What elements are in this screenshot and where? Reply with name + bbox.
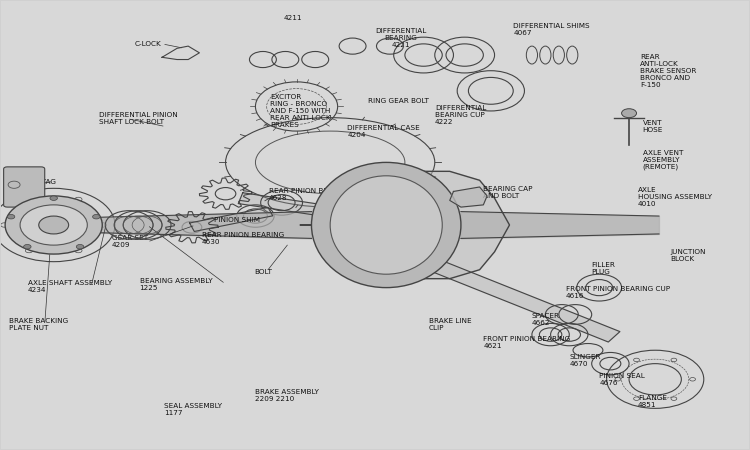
Polygon shape: [384, 242, 620, 342]
Text: DIFFERENTIAL PINION
SHAFT LOCK BOLT: DIFFERENTIAL PINION SHAFT LOCK BOLT: [98, 112, 177, 125]
Polygon shape: [190, 207, 273, 231]
Circle shape: [50, 196, 58, 200]
Text: SPACER
4662: SPACER 4662: [532, 313, 560, 326]
FancyBboxPatch shape: [4, 167, 45, 207]
Text: VENT
HOSE: VENT HOSE: [643, 120, 663, 133]
Text: DIFFERENTIAL
BEARING
4221: DIFFERENTIAL BEARING 4221: [376, 28, 427, 48]
Polygon shape: [238, 193, 362, 221]
Text: FRONT PINION BEARING
4621: FRONT PINION BEARING 4621: [483, 336, 571, 349]
Text: C-LOCK: C-LOCK: [134, 41, 161, 47]
Text: FLANGE
4851: FLANGE 4851: [638, 395, 667, 408]
Text: PINION SHIM: PINION SHIM: [214, 216, 260, 223]
Text: DIFFERENTIAL CASE
4204: DIFFERENTIAL CASE 4204: [347, 125, 420, 138]
Circle shape: [39, 216, 69, 234]
Ellipse shape: [330, 176, 442, 274]
Text: EXCITOR
RING - BRONCO
AND F-150 WITH
REAR ANTI-LOCK
BRAKES: EXCITOR RING - BRONCO AND F-150 WITH REA…: [271, 94, 331, 128]
Text: BEARING CAP
AND BOLT: BEARING CAP AND BOLT: [483, 186, 532, 199]
Polygon shape: [300, 171, 509, 279]
Text: BRAKE BACKING
PLATE NUT: BRAKE BACKING PLATE NUT: [9, 318, 68, 331]
Polygon shape: [450, 187, 487, 207]
Text: FILLER
PLUG: FILLER PLUG: [592, 262, 616, 275]
Text: REAR PINION BEARING
4630: REAR PINION BEARING 4630: [202, 232, 284, 245]
Text: PINION SEAL
4676: PINION SEAL 4676: [599, 373, 645, 386]
Text: DIFFERENTIAL SHIMS
4067: DIFFERENTIAL SHIMS 4067: [513, 22, 590, 36]
Circle shape: [8, 215, 15, 219]
Text: BOLT: BOLT: [254, 269, 272, 274]
Text: BRAKE ASSEMBLY
2209 2210: BRAKE ASSEMBLY 2209 2210: [256, 389, 320, 402]
Circle shape: [622, 109, 637, 117]
Text: AXLE
HOUSING ASSEMBLY
4010: AXLE HOUSING ASSEMBLY 4010: [638, 187, 712, 207]
Text: JUNCTION
BLOCK: JUNCTION BLOCK: [670, 249, 706, 262]
Text: AXLE SHAFT ASSEMBLY
4234: AXLE SHAFT ASSEMBLY 4234: [28, 280, 112, 293]
Circle shape: [92, 215, 100, 219]
Text: BRAKE LINE
CLIP: BRAKE LINE CLIP: [429, 318, 472, 331]
Ellipse shape: [311, 162, 461, 288]
Text: REAR PINION BEARING CUP
4628: REAR PINION BEARING CUP 4628: [269, 188, 368, 201]
Text: 4211: 4211: [284, 15, 302, 22]
Text: DIFFERENTIAL
BEARING CUP
4222: DIFFERENTIAL BEARING CUP 4222: [435, 105, 486, 126]
Circle shape: [20, 205, 87, 245]
Circle shape: [76, 244, 84, 249]
Text: GEAR SET
4209: GEAR SET 4209: [112, 235, 148, 248]
Text: RATIO TAG: RATIO TAG: [18, 179, 56, 184]
Circle shape: [23, 244, 31, 249]
Text: AXLE VENT
ASSEMBLY
(REMOTE): AXLE VENT ASSEMBLY (REMOTE): [643, 150, 683, 171]
Text: SLINGER
4670: SLINGER 4670: [569, 354, 601, 367]
Text: SEAL ASSEMBLY
1177: SEAL ASSEMBLY 1177: [164, 403, 222, 416]
Text: BEARING ASSEMBLY
1225: BEARING ASSEMBLY 1225: [140, 278, 212, 291]
Text: FRONT PINION BEARING CUP
4616: FRONT PINION BEARING CUP 4616: [566, 287, 670, 300]
Circle shape: [5, 196, 102, 254]
Text: REAR
ANTI-LOCK
BRAKE SENSOR
BRONCO AND
F-150: REAR ANTI-LOCK BRAKE SENSOR BRONCO AND F…: [640, 54, 697, 88]
Text: RING GEAR BOLT: RING GEAR BOLT: [368, 98, 428, 104]
